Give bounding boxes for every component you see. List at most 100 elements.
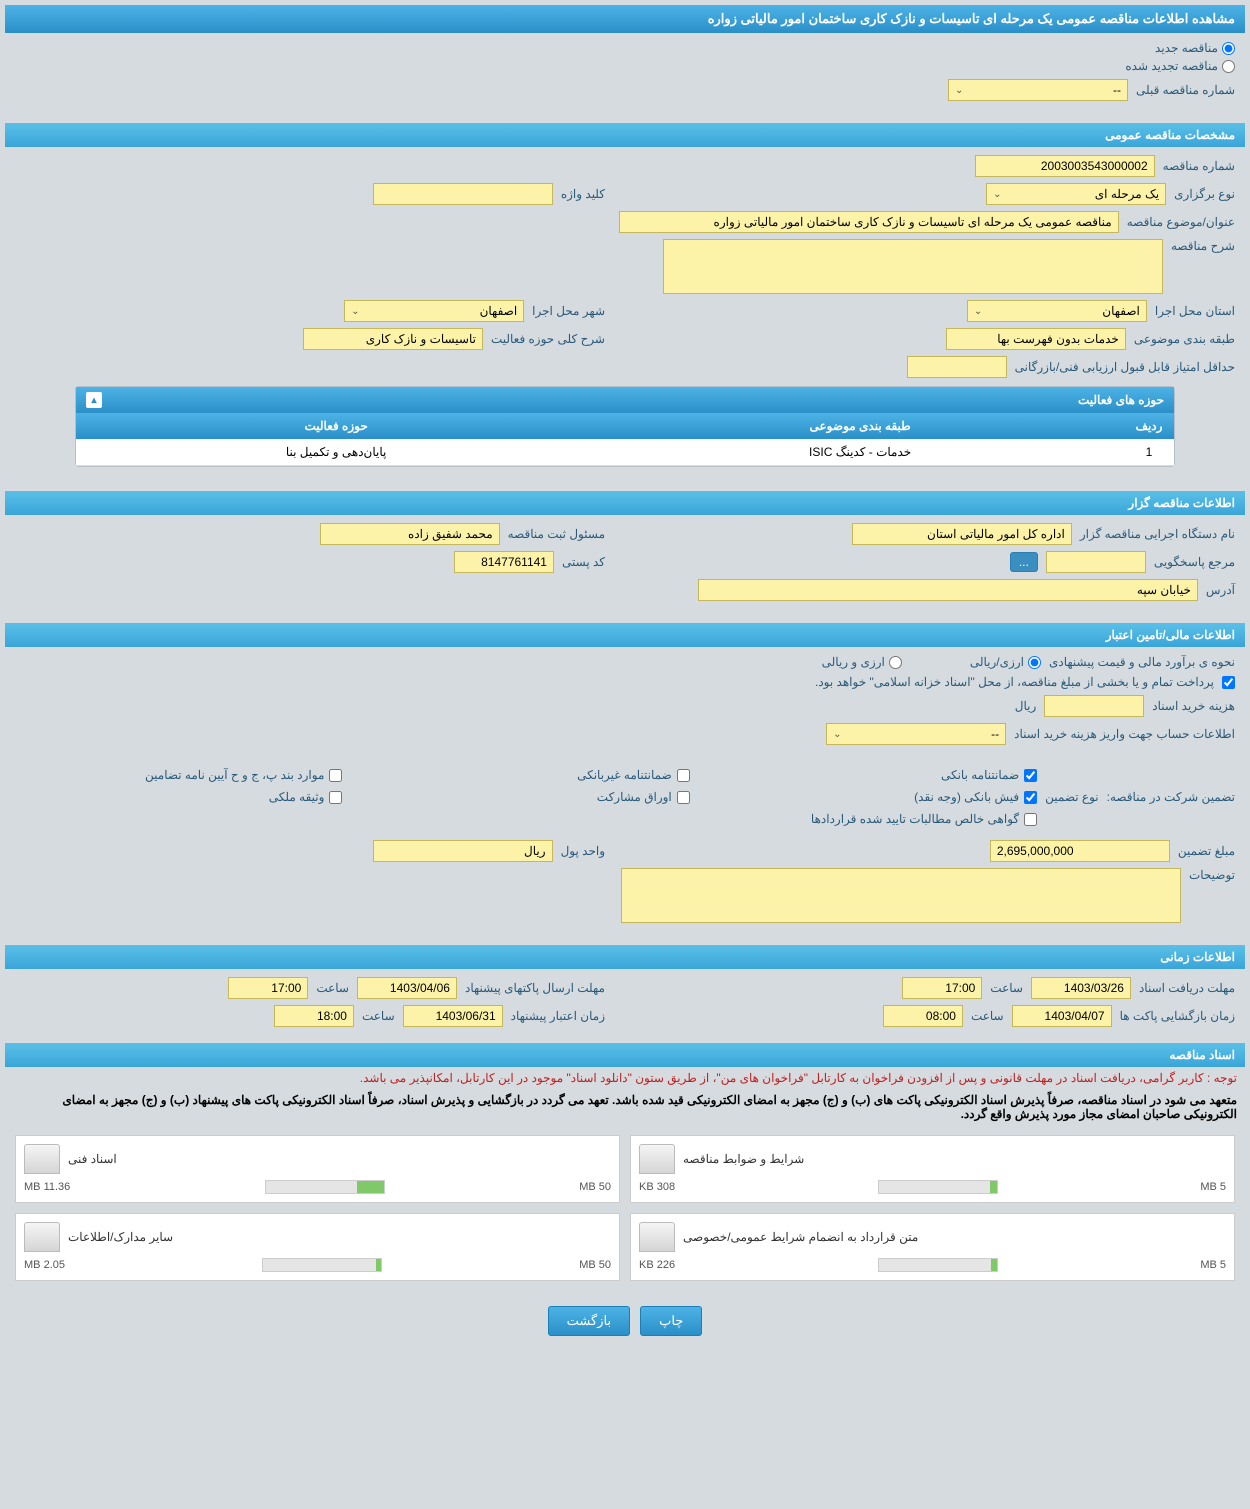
- account-select[interactable]: -- ⌄: [826, 723, 1006, 745]
- unit-label: واحد پول: [561, 844, 605, 858]
- table-row: 1 خدمات - کدینگ ISIC پایان‌دهی و تکمیل ب…: [76, 439, 1174, 466]
- radio-fx[interactable]: [889, 656, 902, 669]
- cell-cat: خدمات - کدینگ ISIC: [596, 439, 1124, 466]
- file-title: سایر مدارک/اطلاعات: [68, 1230, 173, 1244]
- min-score-label: حداقل امتیاز قابل قبول ارزیابی فنی/بازرگ…: [1015, 360, 1235, 374]
- doc-cost-field[interactable]: [1044, 695, 1144, 717]
- progress-bar: [878, 1258, 998, 1272]
- min-score-field[interactable]: [907, 356, 1007, 378]
- file-used: 2.05 MB: [24, 1259, 65, 1271]
- time-word-2: ساعت: [316, 981, 349, 995]
- file-title: اسناد فنی: [68, 1152, 117, 1166]
- col-row: ردیف: [1124, 413, 1174, 439]
- open-date: 1403/04/07: [1012, 1005, 1112, 1027]
- receive-date: 1403/03/26: [1031, 977, 1131, 999]
- radio-new[interactable]: [1222, 42, 1235, 55]
- radio-ir-label: ارزی/ریالی: [970, 655, 1024, 669]
- validity-label: زمان اعتبار پیشنهاد: [511, 1009, 605, 1023]
- col-activity: حوزه فعالیت: [76, 413, 596, 439]
- chevron-down-icon: ⌄: [833, 729, 841, 740]
- file-used: 308 KB: [639, 1181, 675, 1193]
- chevron-down-icon: ⌄: [351, 306, 359, 317]
- radio-new-label: مناقصه جدید: [1155, 41, 1218, 55]
- section-financial: اطلاعات مالی/تامین اعتبار: [5, 623, 1245, 647]
- radio-fx-label: ارزی و ریالی: [822, 655, 885, 669]
- folder-icon: [24, 1222, 60, 1252]
- category-field: خدمات بدون فهرست بها: [946, 328, 1126, 350]
- file-total: 5 MB: [1200, 1181, 1226, 1193]
- activity-table: ردیف طبقه بندی موضوعی حوزه فعالیت 1 خدما…: [76, 413, 1174, 466]
- chevron-down-icon: ⌄: [955, 85, 963, 96]
- province-value: اصفهان: [1102, 304, 1140, 318]
- title-field: مناقصه عمومی یک مرحله ای تاسیسات و نازک …: [619, 211, 1119, 233]
- activity-desc-field: تاسیسات و نازک کاری: [303, 328, 483, 350]
- folder-icon: [24, 1144, 60, 1174]
- progress-bar: [265, 1180, 385, 1194]
- desc-label: شرح مناقصه: [1171, 239, 1235, 253]
- cb-cases[interactable]: [329, 769, 342, 782]
- cb-cases-label: موارد بند پ، ج و ح آیین نامه تضامین: [145, 768, 324, 782]
- chevron-down-icon: ⌄: [974, 306, 982, 317]
- cb-pledge[interactable]: [329, 791, 342, 804]
- radio-renewed-label: مناقصه تجدید شده: [1125, 59, 1218, 73]
- manager-label: مسئول ثبت مناقصه: [508, 527, 605, 541]
- radio-renewed[interactable]: [1222, 60, 1235, 73]
- print-button[interactable]: چاپ: [640, 1306, 702, 1336]
- desc-field[interactable]: [663, 239, 1163, 294]
- prev-number-value: --: [1113, 83, 1121, 97]
- city-select[interactable]: اصفهان ⌄: [344, 300, 524, 322]
- folder-icon: [639, 1222, 675, 1252]
- cb-receipt-label: فیش بانکی (وجه نقد): [914, 790, 1019, 804]
- page-title: مشاهده اطلاعات مناقصه عمومی یک مرحله ای …: [5, 5, 1245, 33]
- province-label: استان محل اجرا: [1155, 304, 1235, 318]
- estimate-label: نحوه ی برآورد مالی و قیمت پیشنهادی: [1049, 655, 1235, 669]
- prev-number-select[interactable]: -- ⌄: [948, 79, 1128, 101]
- cb-bonds-label: اوراق مشارکت: [597, 790, 672, 804]
- org-label: نام دستگاه اجرایی مناقصه گزار: [1080, 527, 1235, 541]
- type-label: نوع برگزاری: [1174, 187, 1235, 201]
- validity-time: 18:00: [274, 1005, 354, 1027]
- contact-field[interactable]: [1046, 551, 1146, 573]
- postal-field: 8147761141: [454, 551, 554, 573]
- section-documents: اسناد مناقصه: [5, 1043, 1245, 1067]
- progress-bar: [878, 1180, 998, 1194]
- notes-field[interactable]: [621, 868, 1181, 923]
- file-card[interactable]: سایر مدارک/اطلاعات 50 MB 2.05 MB: [15, 1213, 620, 1281]
- collapse-icon[interactable]: ▴: [86, 392, 102, 408]
- cb-nonbank[interactable]: [677, 769, 690, 782]
- open-label: زمان بازگشایی پاکت ها: [1120, 1009, 1235, 1023]
- file-used: 226 KB: [639, 1259, 675, 1271]
- province-select[interactable]: اصفهان ⌄: [967, 300, 1147, 322]
- cb-cert-label: گواهی خالص مطالبات تایید شده قراردادها: [811, 812, 1019, 826]
- progress-bar: [262, 1258, 382, 1272]
- cb-bonds[interactable]: [677, 791, 690, 804]
- folder-icon: [639, 1144, 675, 1174]
- account-label: اطلاعات حساب جهت واریز هزینه خرید اسناد: [1014, 727, 1235, 741]
- cb-receipt[interactable]: [1024, 791, 1037, 804]
- chevron-down-icon: ⌄: [993, 189, 1001, 200]
- receive-label: مهلت دریافت اسناد: [1139, 981, 1235, 995]
- cb-bank[interactable]: [1024, 769, 1037, 782]
- payment-checkbox[interactable]: [1222, 676, 1235, 689]
- rial-unit: ریال: [1015, 699, 1037, 713]
- city-value: اصفهان: [480, 304, 518, 318]
- radio-ir[interactable]: [1028, 656, 1041, 669]
- cb-bank-label: ضمانتنامه بانکی: [941, 768, 1019, 782]
- address-label: آدرس: [1206, 583, 1235, 597]
- more-button[interactable]: ...: [1010, 552, 1038, 572]
- cb-cert[interactable]: [1024, 813, 1037, 826]
- type-select[interactable]: یک مرحله ای ⌄: [986, 183, 1166, 205]
- type-value: یک مرحله ای: [1095, 187, 1159, 201]
- section-general: مشخصات مناقصه عمومی: [5, 123, 1245, 147]
- file-grid: شرایط و ضوابط مناقصه 5 MB 308 KB اسناد ف…: [5, 1125, 1245, 1291]
- prev-number-label: شماره مناقصه قبلی: [1136, 83, 1235, 97]
- file-total: 50 MB: [579, 1181, 611, 1193]
- keyword-field[interactable]: [373, 183, 553, 205]
- activity-desc-label: شرح کلی حوزه فعالیت: [491, 332, 605, 346]
- back-button[interactable]: بازگشت: [548, 1306, 630, 1336]
- file-card[interactable]: شرایط و ضوابط مناقصه 5 MB 308 KB: [630, 1135, 1235, 1203]
- file-card[interactable]: اسناد فنی 50 MB 11.36 MB: [15, 1135, 620, 1203]
- file-card[interactable]: متن قرارداد به انضمام شرایط عمومی/خصوصی …: [630, 1213, 1235, 1281]
- send-date: 1403/04/06: [357, 977, 457, 999]
- postal-label: کد پستی: [562, 555, 605, 569]
